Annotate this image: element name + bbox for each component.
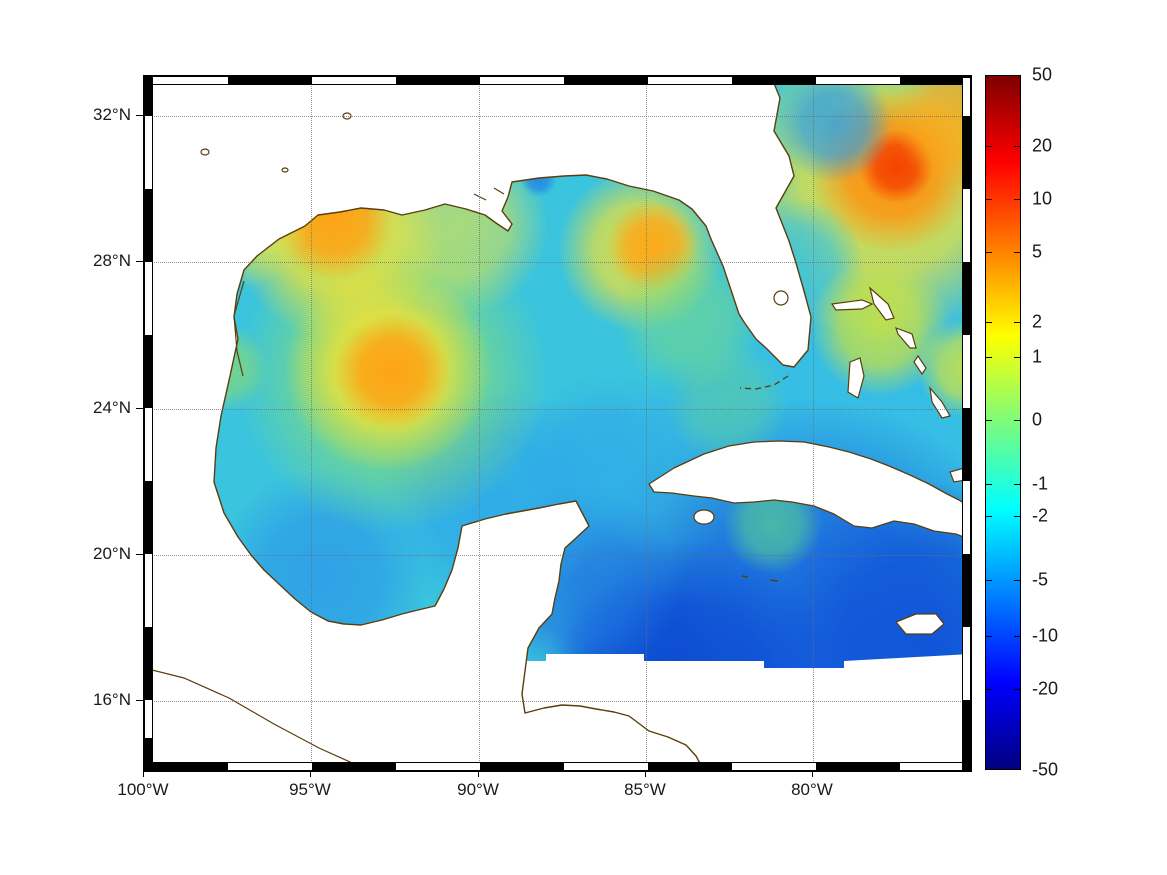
x-tick-label: 100°W [117,780,169,799]
colorbar-tick-label: 1 [1032,346,1043,367]
land-long-island [929,386,951,419]
coastline-overlay [144,76,971,771]
x-tick-label: 95°W [289,780,331,799]
colorbar-tick-mark [986,357,992,359]
land-abaco [868,286,895,321]
colorbar-tick-mark [1014,252,1020,254]
colorbar [985,75,1021,770]
colorbar-tick-label: -2 [1032,505,1049,526]
y-tick-mark [136,407,143,409]
land-cuba [649,441,971,540]
colorbar-tick-mark [1014,483,1020,485]
colorbar-tick-label: 5 [1032,241,1043,262]
y-tick-label: 20°N [93,543,131,563]
colorbar-tick-mark [986,580,992,582]
land-cat-island [913,354,927,376]
y-tick-mark [136,114,143,116]
colorbar-tick-mark [986,321,992,323]
colorbar-tick-label: 0 [1032,409,1043,430]
colorbar-tick-label: -5 [1032,569,1049,590]
colorbar-tick-label: -20 [1032,678,1059,699]
colorbar-tick-label: 50 [1032,64,1053,85]
colorbar-tick-mark [1014,420,1020,422]
colorbar-tick-mark [986,198,992,200]
y-tick-label: 32°N [93,104,131,124]
x-tick-mark [478,770,480,777]
colorbar-tick-mark [1014,516,1020,518]
colorbar-tick-mark [986,635,992,637]
x-tick-mark [811,770,813,777]
colorbar-tick-mark [1014,580,1020,582]
colorbar-tick-label: -50 [1032,759,1059,780]
x-tick-label: 90°W [457,780,499,799]
colorbar-tick-mark [1014,145,1020,147]
colorbar-tick-mark [1014,198,1020,200]
land-isle-of-youth [693,509,715,525]
colorbar-tick-label: -1 [1032,473,1049,494]
colorbar-tick-mark [986,252,992,254]
colorbar-tick-label: 20 [1032,135,1053,156]
coastline-cuba [648,440,971,541]
colorbar-tick-mark [986,689,992,691]
colorbar-tick-mark [1014,689,1020,691]
y-tick-mark [136,553,143,555]
coastline-mainland [213,76,812,771]
colorbar-tick-label: 2 [1032,311,1043,332]
y-tick-mark [136,700,143,701]
colorbar-tick-mark [986,145,992,147]
x-tick-label: 80°W [791,780,833,799]
frame-edge-bottom [144,762,971,771]
y-tick-label: 28°N [93,250,131,270]
lake-okeechobee [773,290,789,306]
x-tick-mark [143,770,144,777]
land-eleuthera [895,326,917,349]
colorbar-tick-mark [1014,357,1020,359]
land-cayman-islands [741,575,779,582]
frame-edge-top [144,76,971,85]
x-tick-mark [644,770,646,777]
colorbar-tick-mark [986,516,992,518]
colorbar-tick-mark [1014,635,1020,637]
frame-edge-left [144,76,153,771]
colorbar-gradient [986,76,1020,769]
land-andros [847,357,865,399]
land-jamaica [894,613,945,635]
y-tick-label: 24°N [93,397,131,417]
frame-edge-right [962,76,971,771]
colorbar-tick-mark [986,483,992,485]
florida-keys [739,375,789,390]
colorbar-tick-mark [986,420,992,422]
land-grand-bahama [830,299,874,311]
y-tick-mark [136,260,143,262]
x-tick-label: 85°W [624,780,666,799]
colorbar-tick-label: -10 [1032,625,1059,646]
colorbar-tick-mark [1014,321,1020,323]
y-tick-label: 16°N [93,690,131,709]
colorbar-tick-label: 10 [1032,188,1053,209]
x-tick-mark [309,770,311,777]
map-plot-area [143,75,972,772]
